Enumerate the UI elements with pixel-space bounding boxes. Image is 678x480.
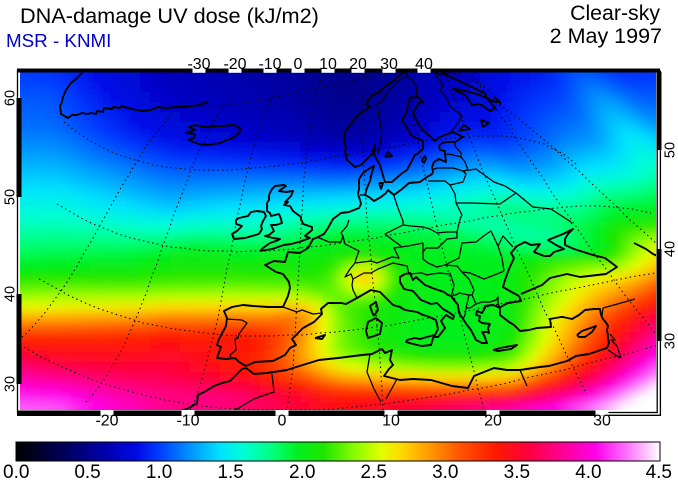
- svg-text:50: 50: [663, 142, 678, 158]
- svg-text:2.5: 2.5: [361, 462, 387, 480]
- svg-text:4.5: 4.5: [646, 462, 672, 480]
- svg-text:0.5: 0.5: [74, 462, 100, 480]
- svg-text:2 May 1997: 2 May 1997: [550, 24, 662, 48]
- svg-text:0.0: 0.0: [3, 462, 29, 480]
- svg-text:0: 0: [294, 56, 303, 73]
- svg-text:40: 40: [3, 286, 19, 302]
- svg-text:MSR - KNMI: MSR - KNMI: [6, 30, 111, 51]
- svg-text:20: 20: [349, 56, 367, 73]
- svg-text:4.0: 4.0: [575, 462, 601, 480]
- svg-text:30: 30: [3, 376, 19, 392]
- svg-text:30: 30: [593, 413, 611, 430]
- svg-text:-10: -10: [258, 56, 281, 73]
- svg-text:-10: -10: [176, 413, 199, 430]
- svg-text:40: 40: [663, 241, 678, 257]
- svg-text:60: 60: [3, 90, 19, 106]
- svg-text:3.0: 3.0: [432, 462, 458, 480]
- svg-text:0: 0: [278, 413, 287, 430]
- svg-text:20: 20: [484, 413, 502, 430]
- svg-text:50: 50: [3, 189, 19, 205]
- svg-text:40: 40: [415, 56, 433, 73]
- svg-text:DNA-damage UV dose (kJ/m2): DNA-damage UV dose (kJ/m2): [20, 3, 319, 28]
- svg-text:-20: -20: [223, 56, 246, 73]
- svg-text:-20: -20: [95, 413, 118, 430]
- svg-text:30: 30: [663, 333, 678, 349]
- svg-text:10: 10: [319, 56, 337, 73]
- svg-text:1.0: 1.0: [146, 462, 172, 480]
- svg-text:Clear-sky: Clear-sky: [570, 1, 660, 25]
- svg-text:10: 10: [382, 413, 400, 430]
- svg-text:1.5: 1.5: [217, 462, 243, 480]
- svg-text:3.5: 3.5: [504, 462, 530, 480]
- svg-text:2.0: 2.0: [289, 462, 315, 480]
- svg-text:-30: -30: [187, 56, 210, 73]
- svg-text:30: 30: [380, 56, 398, 73]
